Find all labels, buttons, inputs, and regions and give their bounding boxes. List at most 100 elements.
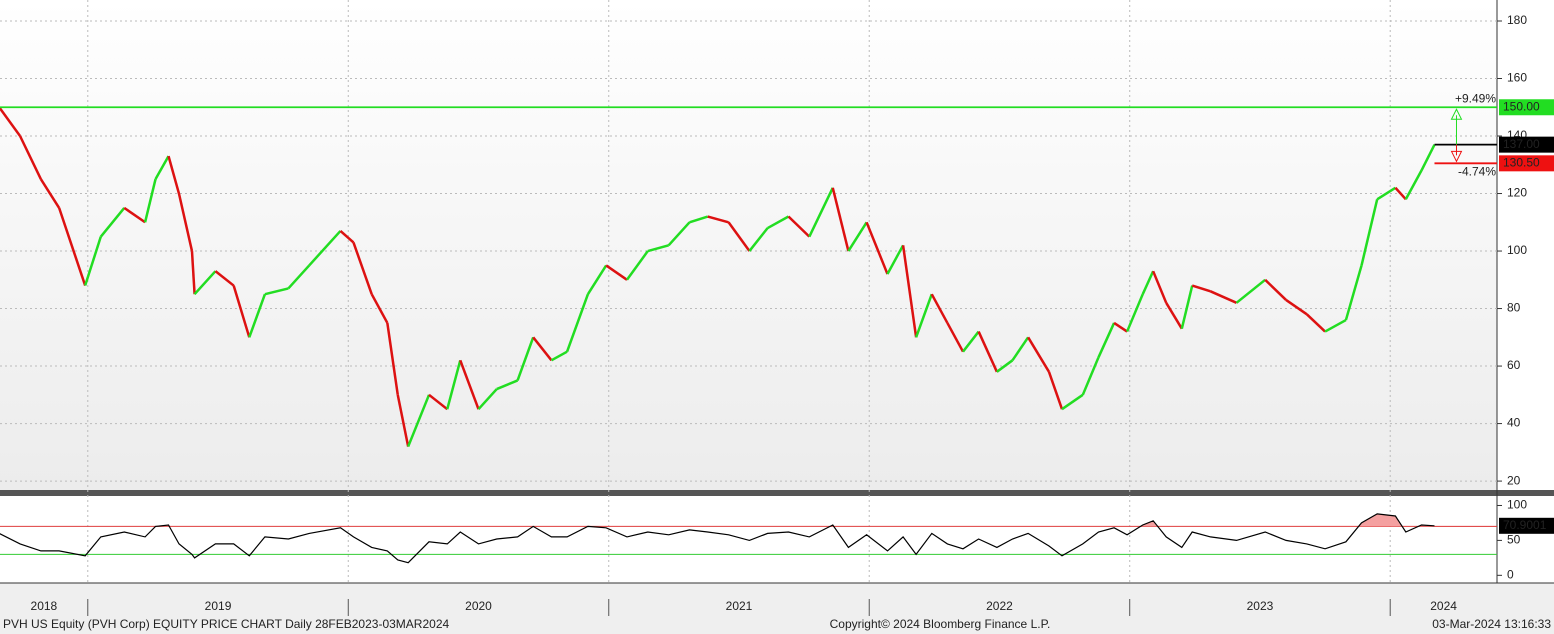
price-segment bbox=[865, 221, 889, 275]
price-segment bbox=[1394, 186, 1407, 201]
price-segment bbox=[886, 244, 905, 275]
x-tick-label: 2018 bbox=[31, 599, 58, 613]
price-segment bbox=[1376, 186, 1397, 201]
price-segment bbox=[808, 187, 834, 238]
price-segment bbox=[996, 359, 1014, 373]
price-segment bbox=[1165, 302, 1183, 330]
price-segment bbox=[847, 221, 868, 252]
price-segment bbox=[1209, 290, 1238, 304]
price-segment bbox=[177, 193, 194, 252]
price-segment bbox=[308, 230, 342, 267]
price-segment bbox=[1305, 313, 1326, 333]
price-segment bbox=[831, 187, 850, 252]
price-segment bbox=[386, 322, 399, 395]
price-segment bbox=[689, 215, 709, 224]
price-segment bbox=[565, 293, 590, 353]
price-segment bbox=[901, 245, 918, 338]
footer-center: Copyright© 2024 Bloomberg Finance L.P. bbox=[830, 617, 1051, 631]
price-segment bbox=[787, 215, 811, 238]
price-segment bbox=[605, 264, 628, 281]
price-segment bbox=[123, 206, 146, 224]
price-segment bbox=[459, 359, 480, 410]
price-segment bbox=[1125, 293, 1144, 333]
price-segment bbox=[1047, 371, 1064, 410]
x-tick-label: 2022 bbox=[986, 599, 1013, 613]
price-segment bbox=[352, 241, 373, 295]
price-segment bbox=[727, 221, 751, 252]
price-segment bbox=[407, 394, 431, 448]
price-segment bbox=[1061, 393, 1084, 411]
panel-divider bbox=[0, 490, 1554, 496]
price-segment bbox=[532, 336, 553, 362]
price-segment bbox=[83, 236, 102, 286]
price-segment bbox=[1141, 270, 1155, 295]
rsi-panel bbox=[0, 495, 1497, 583]
price-segment bbox=[1191, 284, 1211, 293]
price-segment bbox=[962, 330, 980, 353]
price-segment bbox=[1152, 270, 1168, 304]
level-label: 137.00 bbox=[1503, 137, 1540, 151]
price-segment bbox=[477, 388, 498, 411]
price-segment bbox=[586, 264, 608, 295]
price-segment bbox=[428, 393, 449, 411]
stop-arrow-head bbox=[1450, 150, 1463, 163]
price-segment bbox=[1344, 265, 1363, 321]
price-segment bbox=[1180, 285, 1194, 329]
target-pct: +9.49% bbox=[1455, 91, 1496, 105]
price-segment bbox=[496, 379, 519, 391]
price-segment bbox=[0, 106, 22, 137]
level-label: 150.00 bbox=[1503, 99, 1540, 113]
price-segment bbox=[167, 155, 181, 194]
price-segment bbox=[1360, 198, 1379, 266]
y-tick-label: 0 bbox=[1507, 567, 1514, 581]
price-segment bbox=[977, 331, 999, 373]
price-segment bbox=[1264, 278, 1287, 301]
price-segment bbox=[190, 250, 196, 295]
price-segment bbox=[214, 270, 235, 287]
price-segment bbox=[1404, 169, 1423, 200]
price-segment bbox=[914, 293, 933, 338]
price-segment bbox=[287, 264, 311, 290]
price-segment bbox=[1027, 336, 1051, 373]
x-tick-label: 2019 bbox=[205, 599, 232, 613]
price-segment bbox=[39, 178, 61, 209]
price-segment bbox=[1081, 356, 1100, 396]
price-segment bbox=[767, 215, 790, 230]
rsi-last-box bbox=[1499, 517, 1554, 534]
x-axis-strip bbox=[0, 583, 1554, 634]
level-label: 130.50 bbox=[1503, 156, 1540, 170]
y-tick-label: 180 bbox=[1507, 13, 1527, 27]
price-segment bbox=[396, 394, 410, 447]
price-segment bbox=[667, 221, 691, 247]
y-tick-label: 20 bbox=[1507, 473, 1521, 487]
y-tick-label: 60 bbox=[1507, 358, 1521, 372]
price-panel bbox=[0, 0, 1497, 490]
price-segment bbox=[1285, 298, 1308, 316]
x-tick-label: 2024 bbox=[1430, 599, 1457, 613]
price-segment bbox=[1235, 278, 1266, 304]
target-arrow-head bbox=[1450, 108, 1463, 120]
level-label-box bbox=[1499, 155, 1554, 172]
price-segment bbox=[516, 336, 535, 381]
price-segment bbox=[625, 250, 649, 281]
x-tick-label: 2021 bbox=[726, 599, 753, 613]
price-segment bbox=[264, 287, 289, 296]
price-segment bbox=[193, 270, 217, 296]
price-segment bbox=[946, 322, 965, 353]
price-segment bbox=[1097, 322, 1116, 358]
y-tick-label: 100 bbox=[1507, 243, 1527, 257]
price-segment bbox=[248, 293, 267, 338]
price-segment bbox=[339, 229, 355, 244]
y-tick-label: 40 bbox=[1507, 416, 1521, 430]
price-segment bbox=[99, 207, 126, 238]
rsi-last-label: 70.9001 bbox=[1503, 518, 1547, 532]
price-segment bbox=[1324, 318, 1347, 333]
stop-pct: -4.74% bbox=[1458, 165, 1496, 179]
price-segment bbox=[707, 215, 729, 224]
y-tick-label: 80 bbox=[1507, 301, 1521, 315]
price-segment bbox=[647, 244, 669, 253]
x-tick-label: 2023 bbox=[1247, 599, 1274, 613]
y-tick-label: 100 bbox=[1507, 498, 1527, 512]
price-segment bbox=[18, 135, 43, 180]
